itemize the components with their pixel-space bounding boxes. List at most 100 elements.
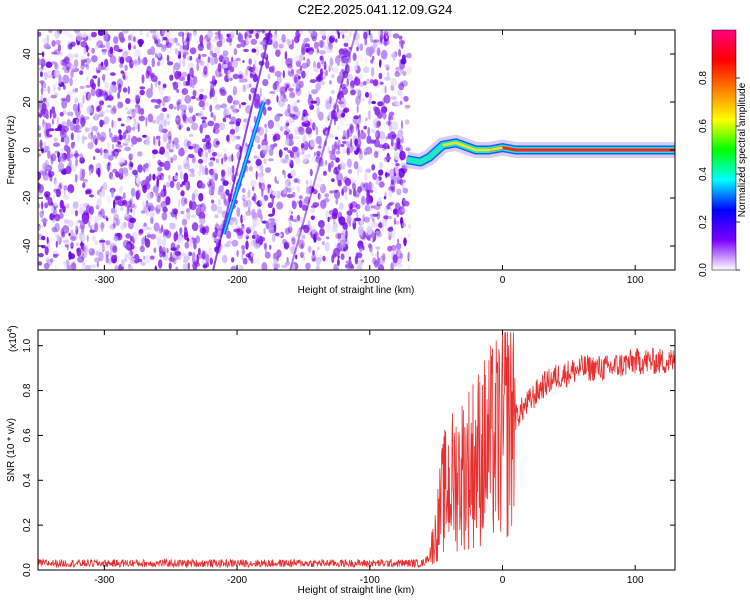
noise-blob xyxy=(111,119,114,128)
noise-blob xyxy=(212,231,218,238)
noise-blob xyxy=(222,56,230,66)
noise-blob xyxy=(77,102,80,113)
noise-blob xyxy=(162,206,168,213)
snr-plot-area xyxy=(38,330,675,570)
noise-blob xyxy=(159,90,164,96)
noise-blob xyxy=(316,104,320,111)
noise-blob xyxy=(222,244,226,249)
noise-blob xyxy=(359,132,367,140)
x-tick-label: -100 xyxy=(360,575,380,586)
noise-blob xyxy=(52,217,56,223)
noise-blob xyxy=(119,63,124,68)
noise-blob xyxy=(41,170,48,177)
noise-blob xyxy=(245,210,252,216)
noise-blob xyxy=(245,240,249,250)
noise-blob xyxy=(88,220,91,228)
noise-blob xyxy=(199,60,205,67)
noise-blob xyxy=(84,127,90,133)
noise-blob xyxy=(41,201,44,210)
noise-blob xyxy=(161,211,168,221)
noise-blob xyxy=(326,116,329,123)
spectrogram-x-label: Height of straight line (km) xyxy=(298,285,415,296)
spectrogram-noise xyxy=(38,30,412,270)
noise-blob xyxy=(391,96,397,100)
noise-blob xyxy=(105,40,110,50)
noise-blob xyxy=(51,226,57,233)
noise-blob xyxy=(320,199,327,209)
noise-blob xyxy=(158,181,161,190)
noise-blob xyxy=(199,34,204,44)
noise-blob xyxy=(186,32,191,42)
noise-blob xyxy=(389,207,393,211)
noise-blob xyxy=(337,62,340,66)
noise-blob xyxy=(80,40,88,48)
noise-blob xyxy=(245,226,252,235)
noise-blob xyxy=(293,76,298,84)
noise-blob xyxy=(207,176,210,185)
noise-blob xyxy=(38,253,44,258)
noise-blob xyxy=(295,155,300,165)
noise-blob xyxy=(355,203,361,210)
noise-blob xyxy=(386,120,392,126)
noise-blob xyxy=(328,41,333,51)
noise-blob xyxy=(162,132,168,143)
noise-blob xyxy=(127,219,134,230)
noise-blob xyxy=(319,228,325,237)
noise-blob xyxy=(354,255,359,265)
noise-blob xyxy=(391,121,399,131)
noise-blob xyxy=(323,45,330,50)
noise-blob xyxy=(398,35,403,40)
noise-blob xyxy=(366,78,370,85)
noise-blob xyxy=(59,199,64,209)
noise-blob xyxy=(227,137,231,144)
noise-blob xyxy=(192,89,197,97)
noise-blob xyxy=(135,176,141,184)
noise-blob xyxy=(361,195,366,206)
noise-blob xyxy=(229,32,235,39)
noise-blob xyxy=(47,128,55,132)
noise-blob xyxy=(98,251,104,262)
noise-blob xyxy=(189,55,193,61)
noise-blob xyxy=(85,84,91,88)
noise-blob xyxy=(321,125,326,131)
noise-blob xyxy=(301,146,305,155)
noise-blob xyxy=(374,151,379,159)
noise-blob xyxy=(387,227,394,232)
noise-blob xyxy=(176,181,181,191)
noise-blob xyxy=(250,38,257,46)
noise-blob xyxy=(263,158,267,165)
noise-blob xyxy=(53,208,58,217)
noise-blob xyxy=(117,101,124,109)
colorbar-label: Normalized spectral amplitude xyxy=(737,82,748,217)
noise-blob xyxy=(131,154,134,159)
noise-blob xyxy=(79,203,86,213)
noise-blob xyxy=(274,70,282,77)
noise-blob xyxy=(83,47,87,55)
noise-blob xyxy=(188,116,195,124)
noise-blob xyxy=(315,264,321,270)
noise-blob xyxy=(128,34,132,41)
noise-blob xyxy=(84,264,92,270)
noise-blob xyxy=(208,247,213,258)
noise-blob xyxy=(188,133,194,138)
noise-blob xyxy=(190,96,196,100)
noise-blob xyxy=(230,219,235,228)
noise-blob xyxy=(315,82,321,91)
noise-blob xyxy=(339,162,347,170)
noise-blob xyxy=(74,210,79,217)
noise-blob xyxy=(84,248,88,258)
noise-blob xyxy=(157,167,163,172)
noise-blob xyxy=(373,204,381,211)
noise-blob xyxy=(208,188,214,195)
noise-blob xyxy=(73,59,79,68)
noise-blob xyxy=(308,30,314,34)
noise-blob xyxy=(263,97,267,103)
noise-blob xyxy=(168,175,171,179)
noise-blob xyxy=(301,62,309,69)
noise-blob xyxy=(69,241,75,247)
noise-blob xyxy=(184,241,190,249)
noise-blob xyxy=(196,253,203,260)
noise-blob xyxy=(289,91,296,99)
noise-blob xyxy=(122,51,129,59)
noise-blob xyxy=(106,217,109,222)
